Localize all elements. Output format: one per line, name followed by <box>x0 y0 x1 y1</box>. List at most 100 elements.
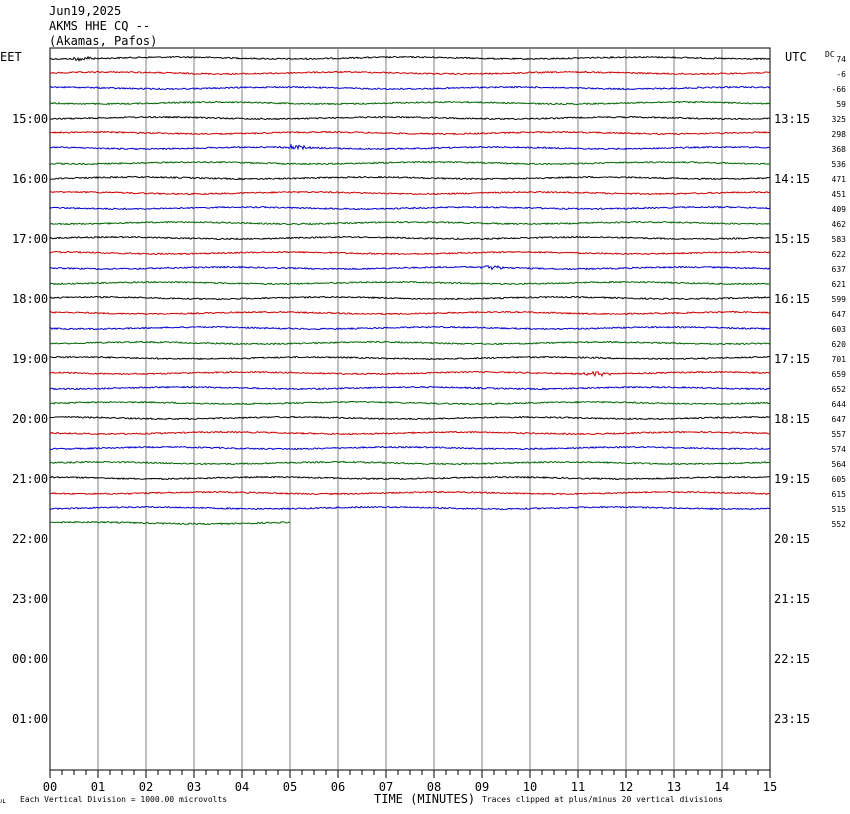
header-date: Jun19,2025 <box>49 4 122 18</box>
dc-offset-label: 603 <box>832 325 847 334</box>
x-tick-label: 06 <box>331 780 345 794</box>
seismic-trace <box>49 370 771 378</box>
seismic-trace <box>49 115 771 121</box>
seismic-trace <box>50 175 771 181</box>
x-tick-label: 05 <box>283 780 297 794</box>
x-tick-label: 00 <box>43 780 57 794</box>
left-tz-label: EET <box>0 50 22 64</box>
x-tick-label: 14 <box>715 780 729 794</box>
left-hour-label: 22:00 <box>12 532 48 546</box>
x-tick-label: 11 <box>571 780 585 794</box>
x-tick-label: 02 <box>139 780 153 794</box>
dc-offset-label: 637 <box>832 265 847 274</box>
dc-offset-label: 298 <box>832 130 847 139</box>
seismic-trace <box>49 520 291 526</box>
seismic-trace <box>49 460 771 466</box>
dc-offset-label: 74 <box>836 55 846 64</box>
x-tick-label: 03 <box>187 780 201 794</box>
seismic-trace <box>49 143 771 151</box>
dc-header: DC <box>825 50 835 59</box>
seismic-trace <box>49 85 771 91</box>
seismic-trace <box>49 190 771 196</box>
dc-offset-label: 552 <box>832 520 847 529</box>
header-location: (Akamas, Pafos) <box>49 34 158 48</box>
left-hour-label: 18:00 <box>12 292 48 306</box>
dc-offset-label: 471 <box>832 175 847 184</box>
dc-offset-label: 659 <box>832 370 847 379</box>
seismic-trace <box>49 385 771 391</box>
right-hour-label: 20:15 <box>774 532 810 546</box>
seismic-trace <box>49 475 771 481</box>
right-hour-label: 13:15 <box>774 112 810 126</box>
dc-offset-label: 557 <box>832 430 847 439</box>
header-station: AKMS HHE CQ -- <box>49 19 151 33</box>
seismic-trace <box>49 415 771 421</box>
x-tick-label: 01 <box>91 780 105 794</box>
x-tick-label: 13 <box>667 780 681 794</box>
right-hour-label: 18:15 <box>774 412 810 426</box>
dc-offset-label: -66 <box>832 85 847 94</box>
dc-offset-label: 620 <box>832 340 847 349</box>
x-tick-label: 10 <box>523 780 537 794</box>
left-hour-label: 20:00 <box>12 412 48 426</box>
dc-offset-label: 574 <box>832 445 847 454</box>
left-hour-label: 19:00 <box>12 352 48 366</box>
left-hour-label: 21:00 <box>12 472 48 486</box>
left-hour-label: 16:00 <box>12 172 48 186</box>
scale-note: Each Vertical Division = 1000.00 microvo… <box>20 795 227 804</box>
seismic-trace <box>49 310 771 316</box>
seismic-trace <box>49 130 771 136</box>
dc-offset-label: 605 <box>832 475 847 484</box>
seismic-trace <box>49 55 771 62</box>
seismic-trace <box>49 250 771 256</box>
right-hour-label: 23:15 <box>774 712 810 726</box>
dc-offset-label: 615 <box>832 490 847 499</box>
dc-offset-label: -6 <box>836 70 846 79</box>
seismic-trace <box>49 505 771 511</box>
x-tick-label: 09 <box>475 780 489 794</box>
dc-offset-label: 325 <box>832 115 847 124</box>
dc-offset-label: 536 <box>832 160 847 169</box>
dc-offset-label: 462 <box>832 220 847 229</box>
seismic-trace <box>49 295 771 301</box>
right-hour-label: 17:15 <box>774 352 810 366</box>
corner-mark: ᴊʟ <box>0 797 6 805</box>
dc-offset-label: 701 <box>832 355 847 364</box>
left-hour-label: 17:00 <box>12 232 48 246</box>
left-hour-label: 01:00 <box>12 712 48 726</box>
seismic-trace <box>49 264 771 271</box>
dc-offset-label: 647 <box>832 310 847 319</box>
dc-offset-label: 647 <box>832 415 847 424</box>
seismic-trace <box>49 70 771 76</box>
seismic-trace <box>49 100 771 106</box>
dc-offset-label: 409 <box>832 205 847 214</box>
dc-offset-label: 621 <box>832 280 847 289</box>
seismic-trace <box>49 355 771 361</box>
seismic-trace <box>49 430 771 436</box>
right-hour-label: 16:15 <box>774 292 810 306</box>
x-tick-label: 07 <box>379 780 393 794</box>
dc-offset-label: 515 <box>832 505 847 514</box>
right-hour-label: 15:15 <box>774 232 810 246</box>
seismic-trace <box>49 220 771 226</box>
seismic-trace <box>49 400 771 406</box>
x-tick-label: 15 <box>763 780 777 794</box>
seismic-trace <box>49 160 771 166</box>
left-hour-label: 00:00 <box>12 652 48 666</box>
x-tick-label: 08 <box>427 780 441 794</box>
seismic-trace <box>49 490 771 496</box>
seismic-trace <box>49 340 771 346</box>
dc-offset-label: 652 <box>832 385 847 394</box>
seismic-trace <box>49 445 771 451</box>
right-hour-label: 19:15 <box>774 472 810 486</box>
seismic-trace <box>49 325 771 331</box>
clip-note: Traces clipped at plus/minus 20 vertical… <box>482 795 723 804</box>
x-tick-label: 12 <box>619 780 633 794</box>
seismic-trace <box>49 235 771 241</box>
x-tick-label: 04 <box>235 780 249 794</box>
right-hour-label: 22:15 <box>774 652 810 666</box>
right-tz-label: UTC <box>785 50 807 64</box>
left-hour-label: 23:00 <box>12 592 48 606</box>
dc-offset-label: 622 <box>832 250 847 259</box>
